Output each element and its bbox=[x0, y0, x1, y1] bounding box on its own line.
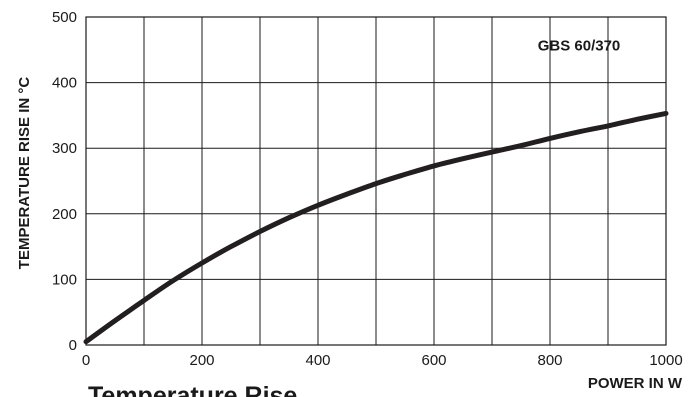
y-tick-label: 500 bbox=[52, 9, 77, 26]
y-tick-label: 400 bbox=[52, 75, 77, 92]
y-axis-title: TEMPERATURE RISE IN °C bbox=[16, 77, 33, 270]
tick-labels: 0 200 400 600 800 1000 0 100 200 300 400 500 bbox=[52, 9, 683, 369]
y-tick-label: 300 bbox=[52, 140, 77, 157]
x-axis-title: POWER IN W bbox=[588, 375, 683, 392]
temperature-rise-curve bbox=[83, 110, 669, 345]
model-label-annotation: GBS 60/370 bbox=[538, 37, 621, 54]
y-tick-label: 200 bbox=[52, 206, 77, 223]
x-tick-label: 200 bbox=[189, 352, 214, 369]
plot-area-frame bbox=[85, 16, 667, 346]
y-tick-label: 100 bbox=[52, 271, 77, 288]
y-tick-label: 0 bbox=[69, 337, 77, 354]
chart-title: Temperature Rise bbox=[88, 382, 297, 397]
x-tick-label: 0 bbox=[82, 352, 90, 369]
x-tick-label: 800 bbox=[537, 352, 562, 369]
x-tick-label: 1000 bbox=[649, 352, 682, 369]
x-tick-label: 600 bbox=[421, 352, 446, 369]
x-tick-label: 400 bbox=[305, 352, 330, 369]
